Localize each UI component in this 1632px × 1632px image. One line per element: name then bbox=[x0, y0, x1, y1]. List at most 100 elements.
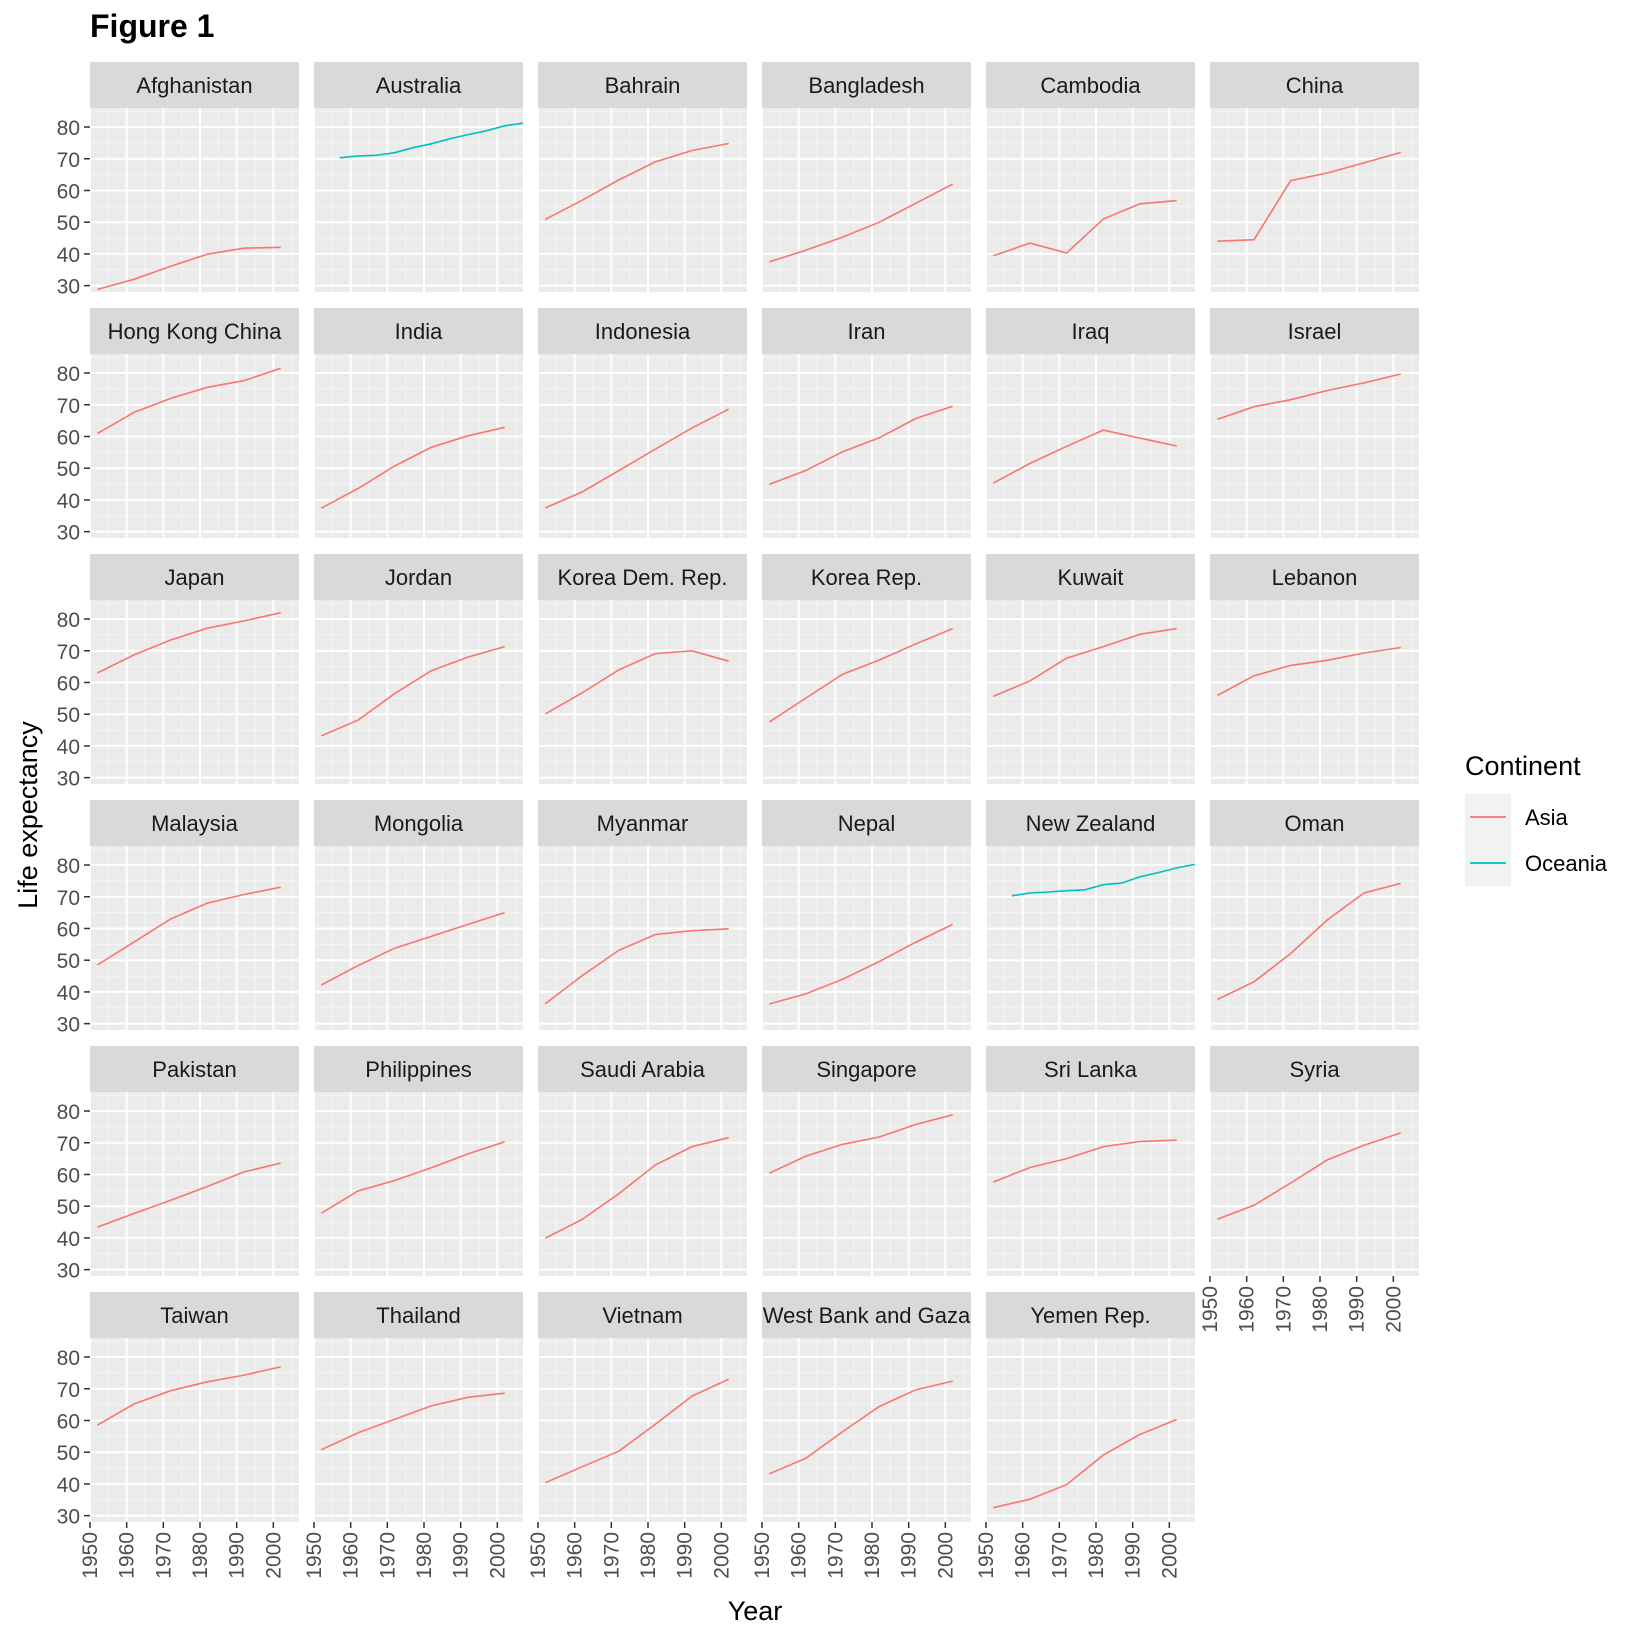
panel-background bbox=[90, 108, 299, 292]
panel-strip bbox=[90, 554, 299, 600]
panel-strip-label: Bangladesh bbox=[808, 73, 924, 98]
x-axis-tick-label: 1970 bbox=[1272, 1286, 1295, 1333]
panel-background bbox=[90, 600, 299, 784]
panel-background bbox=[314, 354, 523, 538]
panel-strip bbox=[314, 308, 523, 354]
series-line bbox=[320, 911, 505, 986]
panel-strip-label: Philippines bbox=[365, 1057, 471, 1082]
x-axis-tick-label: 1980 bbox=[413, 1532, 436, 1579]
series-line bbox=[993, 1418, 1178, 1509]
x-axis-tick-label: 1950 bbox=[975, 1532, 998, 1579]
x-axis-tick-label: 1980 bbox=[1085, 1532, 1108, 1579]
panel-strip-label: Indonesia bbox=[595, 319, 691, 344]
x-axis-tick-label: 1980 bbox=[189, 1532, 212, 1579]
panel-strip bbox=[762, 1292, 971, 1338]
panel-strip bbox=[90, 308, 299, 354]
panel-background bbox=[762, 1338, 971, 1522]
series-line bbox=[993, 1139, 1177, 1183]
x-axis-tick-label: 1970 bbox=[824, 1532, 847, 1579]
panel-strip-label: Kuwait bbox=[1057, 565, 1123, 590]
y-axis-tick-label: 50 bbox=[57, 1196, 80, 1219]
panel-strip bbox=[314, 554, 523, 600]
panel-background bbox=[538, 1338, 747, 1522]
y-axis-tick-label: 40 bbox=[57, 982, 80, 1005]
y-axis-tick-label: 80 bbox=[57, 855, 80, 878]
panel-strip bbox=[762, 308, 971, 354]
y-axis-tick-label: 80 bbox=[57, 363, 80, 386]
series-line bbox=[96, 886, 281, 966]
panel-strip-label: Nepal bbox=[838, 811, 895, 836]
y-axis-tick-label: 60 bbox=[57, 180, 80, 203]
y-axis-tick-label: 50 bbox=[57, 212, 80, 235]
series-line bbox=[96, 367, 281, 435]
series-line bbox=[992, 429, 1177, 484]
series-line bbox=[768, 1380, 953, 1475]
legend-title: Continent bbox=[1465, 751, 1581, 781]
series-line bbox=[97, 246, 281, 291]
series-line bbox=[544, 649, 729, 715]
panel-background bbox=[314, 846, 523, 1030]
panel-strip bbox=[90, 1046, 299, 1092]
x-axis-tick-label: 1950 bbox=[751, 1532, 774, 1579]
series-line bbox=[320, 645, 505, 737]
series-line bbox=[768, 1114, 953, 1174]
panel-strip-label: Myanmar bbox=[597, 811, 689, 836]
series-line bbox=[992, 627, 1177, 698]
panel-strip-label: Singapore bbox=[816, 1057, 916, 1082]
panel-background bbox=[986, 1338, 1195, 1522]
panel-strip bbox=[314, 1292, 523, 1338]
y-axis-tick-label: 50 bbox=[57, 1442, 80, 1465]
panel-background bbox=[986, 354, 1195, 538]
x-axis-tick-label: 1970 bbox=[1048, 1532, 1071, 1579]
panel-strip bbox=[1210, 554, 1419, 600]
panel-strip bbox=[90, 800, 299, 846]
panel-background bbox=[538, 108, 747, 292]
x-axis-tick-label: 1980 bbox=[637, 1532, 660, 1579]
x-axis-tick-label: 1990 bbox=[674, 1532, 697, 1579]
x-axis-tick-label: 1990 bbox=[226, 1532, 249, 1579]
series-line bbox=[1216, 882, 1401, 1001]
y-axis-tick-label: 40 bbox=[57, 490, 80, 513]
x-axis-tick-label: 1980 bbox=[1309, 1286, 1332, 1333]
panel-background bbox=[1210, 846, 1419, 1030]
panel-strip-label: Afghanistan bbox=[136, 73, 252, 98]
x-axis-tick-label: 1950 bbox=[303, 1532, 326, 1579]
panel-strip-label: Hong Kong China bbox=[108, 319, 282, 344]
x-axis-tick-label: 1960 bbox=[1236, 1286, 1259, 1333]
panel-background bbox=[1210, 108, 1419, 292]
x-axis-tick-label: 2000 bbox=[710, 1532, 733, 1579]
panel-strip bbox=[986, 800, 1195, 846]
series-line bbox=[320, 426, 505, 509]
x-axis-tick-label: 1990 bbox=[450, 1532, 473, 1579]
y-axis-tick-label: 80 bbox=[57, 1101, 80, 1124]
y-axis-tick-label: 30 bbox=[57, 1506, 80, 1529]
y-axis-tick-label: 70 bbox=[57, 395, 80, 418]
panel-strip-label: Malaysia bbox=[151, 811, 239, 836]
panel-strip-label: Japan bbox=[165, 565, 225, 590]
series-line bbox=[544, 408, 730, 509]
y-axis-tick-label: 30 bbox=[57, 1014, 80, 1037]
x-axis-tick-label: 1960 bbox=[1012, 1532, 1035, 1579]
panel-strip bbox=[538, 308, 747, 354]
panel-background bbox=[986, 600, 1195, 784]
panel-strip-label: Taiwan bbox=[160, 1303, 228, 1328]
panel-strip-label: Pakistan bbox=[152, 1057, 236, 1082]
panel-strip bbox=[762, 1046, 971, 1092]
panel-strip-label: Korea Rep. bbox=[811, 565, 922, 590]
series-line bbox=[544, 142, 729, 221]
x-axis-tick-label: 2000 bbox=[486, 1532, 509, 1579]
figure-title: Figure 1 bbox=[90, 8, 215, 44]
x-axis-tick-label: 2000 bbox=[934, 1532, 957, 1579]
panel-strip bbox=[538, 1046, 747, 1092]
panel-strip bbox=[986, 62, 1195, 108]
x-axis-tick-label: 1990 bbox=[898, 1532, 921, 1579]
y-axis-tick-label: 60 bbox=[57, 672, 80, 695]
panel-strip bbox=[1210, 1046, 1419, 1092]
x-axis-tick-label: 1960 bbox=[340, 1532, 363, 1579]
panel-background bbox=[762, 846, 971, 1030]
panel-background bbox=[314, 1338, 523, 1522]
panel-strip bbox=[538, 1292, 747, 1338]
x-axis-tick-label: 1950 bbox=[1199, 1286, 1222, 1333]
series-line bbox=[1217, 373, 1401, 421]
